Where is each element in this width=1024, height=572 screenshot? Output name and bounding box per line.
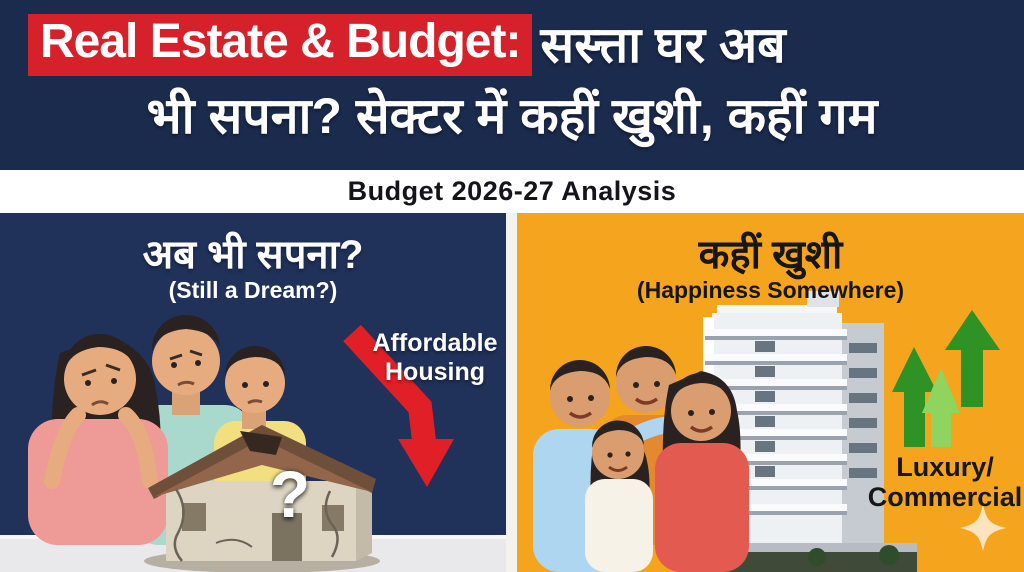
left-panel-sad: अब भी सपना? (Still a Dream?) Affordable … bbox=[0, 213, 506, 572]
right-panel-heading: कहीं खुशी bbox=[698, 233, 843, 277]
right-panel-happy: कहीं खुशी (Happiness Somewhere) Luxury/ … bbox=[517, 213, 1024, 572]
building-floor-shadows bbox=[705, 336, 847, 515]
header-highlight-label: Real Estate & Budget: bbox=[28, 14, 533, 76]
happy-family-illustration bbox=[533, 291, 1006, 572]
cracked-house-model bbox=[144, 425, 380, 572]
header-line1: Real Estate & Budget: सस्त्ता घर अब bbox=[28, 10, 786, 80]
header-line2-hindi: भी सपना? सेक्टर में कहीं खुशी, कहीं गम bbox=[146, 88, 878, 144]
affordable-housing-label: Affordable Housing bbox=[372, 329, 498, 386]
roof-hole bbox=[240, 431, 282, 455]
right-panel-subheading: (Happiness Somewhere) bbox=[636, 277, 905, 303]
header: Real Estate & Budget: सस्त्ता घर अब भी स… bbox=[0, 0, 1024, 170]
wall-crack bbox=[324, 490, 339, 558]
house-question-mark: ? bbox=[269, 457, 311, 531]
wall-crack bbox=[173, 488, 185, 562]
up-trend-arrows-icon bbox=[892, 310, 1000, 447]
sparkle-icon bbox=[960, 505, 1006, 551]
happy-girl-white bbox=[585, 420, 653, 572]
banner: Budget 2026-27 Analysis bbox=[0, 170, 1024, 213]
building-floors bbox=[705, 329, 847, 511]
worried-family-illustration bbox=[0, 314, 506, 572]
header-line1-hindi: सस्त्ता घर अब bbox=[540, 16, 786, 73]
building-windows bbox=[755, 341, 877, 478]
down-trend-arrow-icon bbox=[343, 324, 454, 487]
left-panel-heading: अब भी सपना? bbox=[142, 233, 364, 277]
panel-divider bbox=[506, 213, 517, 572]
banner-title: Budget 2026-27 Analysis bbox=[347, 176, 677, 206]
happy-family bbox=[533, 345, 749, 572]
happy-woman-red bbox=[655, 371, 749, 572]
worried-woman bbox=[28, 333, 168, 545]
left-panel-subheading: (Still a Dream?) bbox=[168, 277, 338, 303]
luxury-commercial-label: Luxury/ Commercial bbox=[867, 452, 1023, 512]
